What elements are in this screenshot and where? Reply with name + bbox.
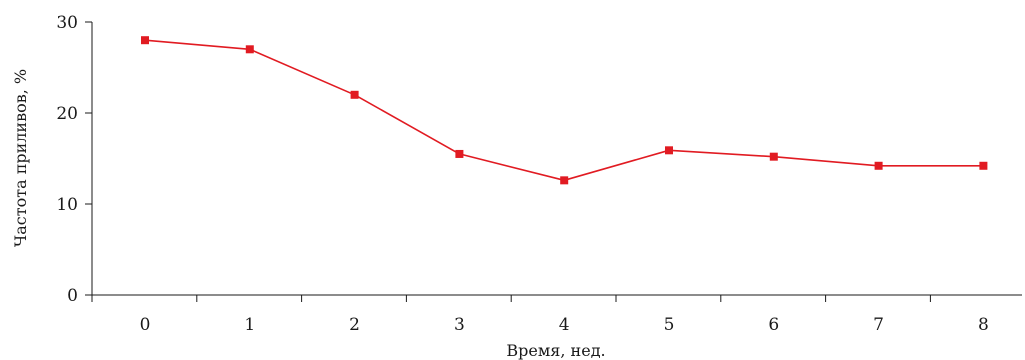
data-point-marker (245, 45, 254, 54)
x-tick-label: 2 (349, 315, 360, 335)
y-tick-label: 10 (56, 195, 78, 215)
x-tick-label: 0 (140, 315, 151, 335)
x-tick-label: 3 (454, 315, 465, 335)
y-tick-label: 20 (56, 104, 78, 124)
data-point-marker (141, 36, 149, 45)
series-group (141, 36, 988, 185)
data-point-marker (665, 146, 673, 155)
y-axis-title: Частота приливов, % (11, 69, 30, 247)
x-axis-title: Время, нед. (506, 341, 605, 360)
data-point-marker (979, 161, 988, 170)
y-ticks: 0 10 20 30 (56, 13, 92, 306)
y-tick-label: 0 (67, 286, 78, 306)
data-point-marker (350, 90, 359, 99)
series-line (144, 39, 984, 182)
x-tick-label: 1 (244, 315, 255, 335)
axes (91, 22, 1022, 296)
x-ticks: 0 1 2 3 4 5 6 7 8 (91, 295, 989, 335)
data-point-marker (769, 152, 778, 161)
y-tick-label: 30 (56, 13, 78, 33)
data-point-marker (560, 176, 569, 185)
x-tick-label: 7 (873, 315, 884, 335)
x-tick-label: 6 (768, 315, 779, 335)
x-tick-label: 5 (664, 315, 675, 335)
data-point-marker (874, 161, 883, 170)
x-tick-label: 8 (978, 315, 989, 335)
data-point-marker (455, 149, 464, 158)
x-tick-label: 4 (559, 315, 570, 335)
